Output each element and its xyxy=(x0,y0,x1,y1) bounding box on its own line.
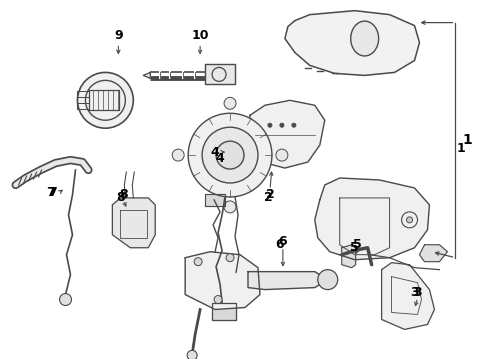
Polygon shape xyxy=(77,103,89,109)
Circle shape xyxy=(60,293,71,306)
Circle shape xyxy=(291,123,295,127)
Text: 10: 10 xyxy=(191,29,208,42)
Polygon shape xyxy=(77,97,89,103)
Circle shape xyxy=(188,113,271,197)
Text: 5: 5 xyxy=(353,238,361,251)
Polygon shape xyxy=(204,64,235,84)
Polygon shape xyxy=(77,91,89,97)
Circle shape xyxy=(187,350,197,360)
Text: 6: 6 xyxy=(275,238,284,251)
Circle shape xyxy=(172,149,184,161)
Circle shape xyxy=(202,127,258,183)
Polygon shape xyxy=(212,302,236,320)
Circle shape xyxy=(224,97,236,109)
Circle shape xyxy=(194,258,202,266)
Text: 2: 2 xyxy=(265,188,274,202)
Text: 8: 8 xyxy=(119,188,127,202)
Ellipse shape xyxy=(350,21,378,56)
Text: 7: 7 xyxy=(48,186,57,199)
Circle shape xyxy=(224,201,236,213)
Circle shape xyxy=(279,123,284,127)
Text: 8: 8 xyxy=(116,192,124,204)
Text: 3: 3 xyxy=(412,286,421,299)
Circle shape xyxy=(267,123,271,127)
Text: 4: 4 xyxy=(210,145,219,159)
Text: 5: 5 xyxy=(349,241,358,254)
Circle shape xyxy=(214,296,222,303)
Circle shape xyxy=(225,254,234,262)
Circle shape xyxy=(406,217,412,223)
Text: 3: 3 xyxy=(409,286,418,299)
Text: 6: 6 xyxy=(278,235,286,248)
Text: 1: 1 xyxy=(462,133,471,147)
Polygon shape xyxy=(381,263,433,329)
Polygon shape xyxy=(285,11,419,75)
Polygon shape xyxy=(143,72,150,78)
Circle shape xyxy=(77,72,133,128)
Polygon shape xyxy=(341,245,355,268)
Circle shape xyxy=(216,141,244,169)
Text: 2: 2 xyxy=(263,192,272,204)
Text: 7: 7 xyxy=(46,186,55,199)
Circle shape xyxy=(275,149,287,161)
Polygon shape xyxy=(185,252,260,310)
Text: 1: 1 xyxy=(456,141,465,155)
Polygon shape xyxy=(247,100,324,168)
Circle shape xyxy=(317,270,337,289)
Polygon shape xyxy=(112,198,155,248)
Polygon shape xyxy=(419,245,447,262)
Text: 9: 9 xyxy=(114,29,122,42)
Polygon shape xyxy=(247,272,327,289)
Text: 4: 4 xyxy=(215,152,224,165)
Polygon shape xyxy=(204,194,224,206)
Polygon shape xyxy=(314,178,428,260)
Polygon shape xyxy=(89,90,119,110)
